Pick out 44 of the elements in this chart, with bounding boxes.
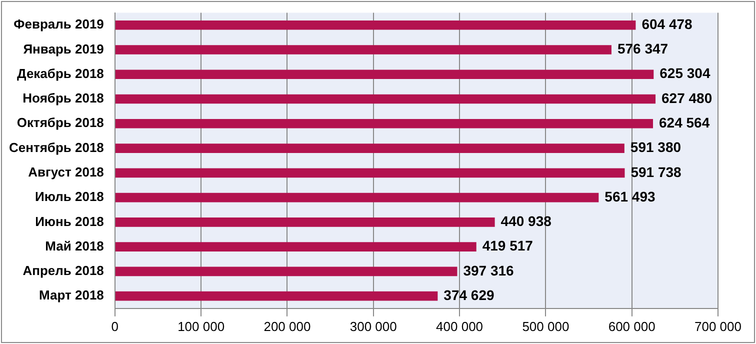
x-tick-label: 600 000	[608, 318, 656, 334]
x-tick-label: 0	[111, 318, 119, 334]
bar	[115, 20, 636, 30]
data-label: 604 478	[642, 16, 693, 32]
y-tick-label: Июль 2018	[35, 189, 104, 204]
y-tick-label: Апрель 2018	[22, 263, 104, 278]
data-label: 591 380	[630, 139, 682, 156]
data-label: 591 738	[630, 164, 682, 180]
y-tick-label: Февраль 2019	[14, 16, 104, 32]
y-tick-label: Август 2018	[28, 164, 104, 180]
x-tick-label: 300 000	[350, 318, 397, 334]
y-tick-label: Июнь 2018	[35, 214, 104, 229]
data-label: 397 316	[463, 262, 514, 278]
x-tick-label: 700 000	[694, 318, 742, 334]
data-label: 627 480	[662, 90, 712, 106]
bar	[115, 94, 656, 104]
y-tick-label: Октябрь 2018	[16, 115, 104, 130]
bar	[115, 45, 612, 54]
bar	[115, 291, 438, 301]
bar	[115, 266, 458, 276]
data-label: 374 629	[444, 286, 494, 303]
bar	[115, 144, 624, 153]
y-tick-label: Декабрь 2018	[17, 66, 104, 81]
bar	[115, 192, 599, 202]
y-tick-label: Сентябрь 2018	[8, 140, 104, 155]
x-tick-label: 400 000	[436, 318, 484, 334]
data-label: 440 938	[500, 213, 552, 230]
bar	[115, 242, 476, 252]
x-tick-label: 100 000	[178, 318, 225, 334]
bar	[115, 168, 625, 178]
x-tick-label: 500 000	[522, 318, 570, 334]
data-label: 561 493	[604, 188, 656, 204]
bar	[115, 70, 654, 80]
bar	[115, 218, 495, 227]
y-tick-label: Март 2018	[39, 288, 104, 303]
data-label: 576 347	[617, 40, 668, 57]
data-label: 419 517	[482, 238, 534, 254]
data-label: 625 304	[660, 65, 710, 82]
bar	[115, 118, 654, 128]
y-tick-label: Январь 2019	[23, 41, 104, 56]
data-label: 624 564	[659, 114, 710, 131]
y-tick-label: Ноябрь 2018	[22, 90, 104, 106]
y-tick-label: Май 2018	[45, 238, 104, 254]
x-tick-label: 200 000	[264, 318, 311, 334]
